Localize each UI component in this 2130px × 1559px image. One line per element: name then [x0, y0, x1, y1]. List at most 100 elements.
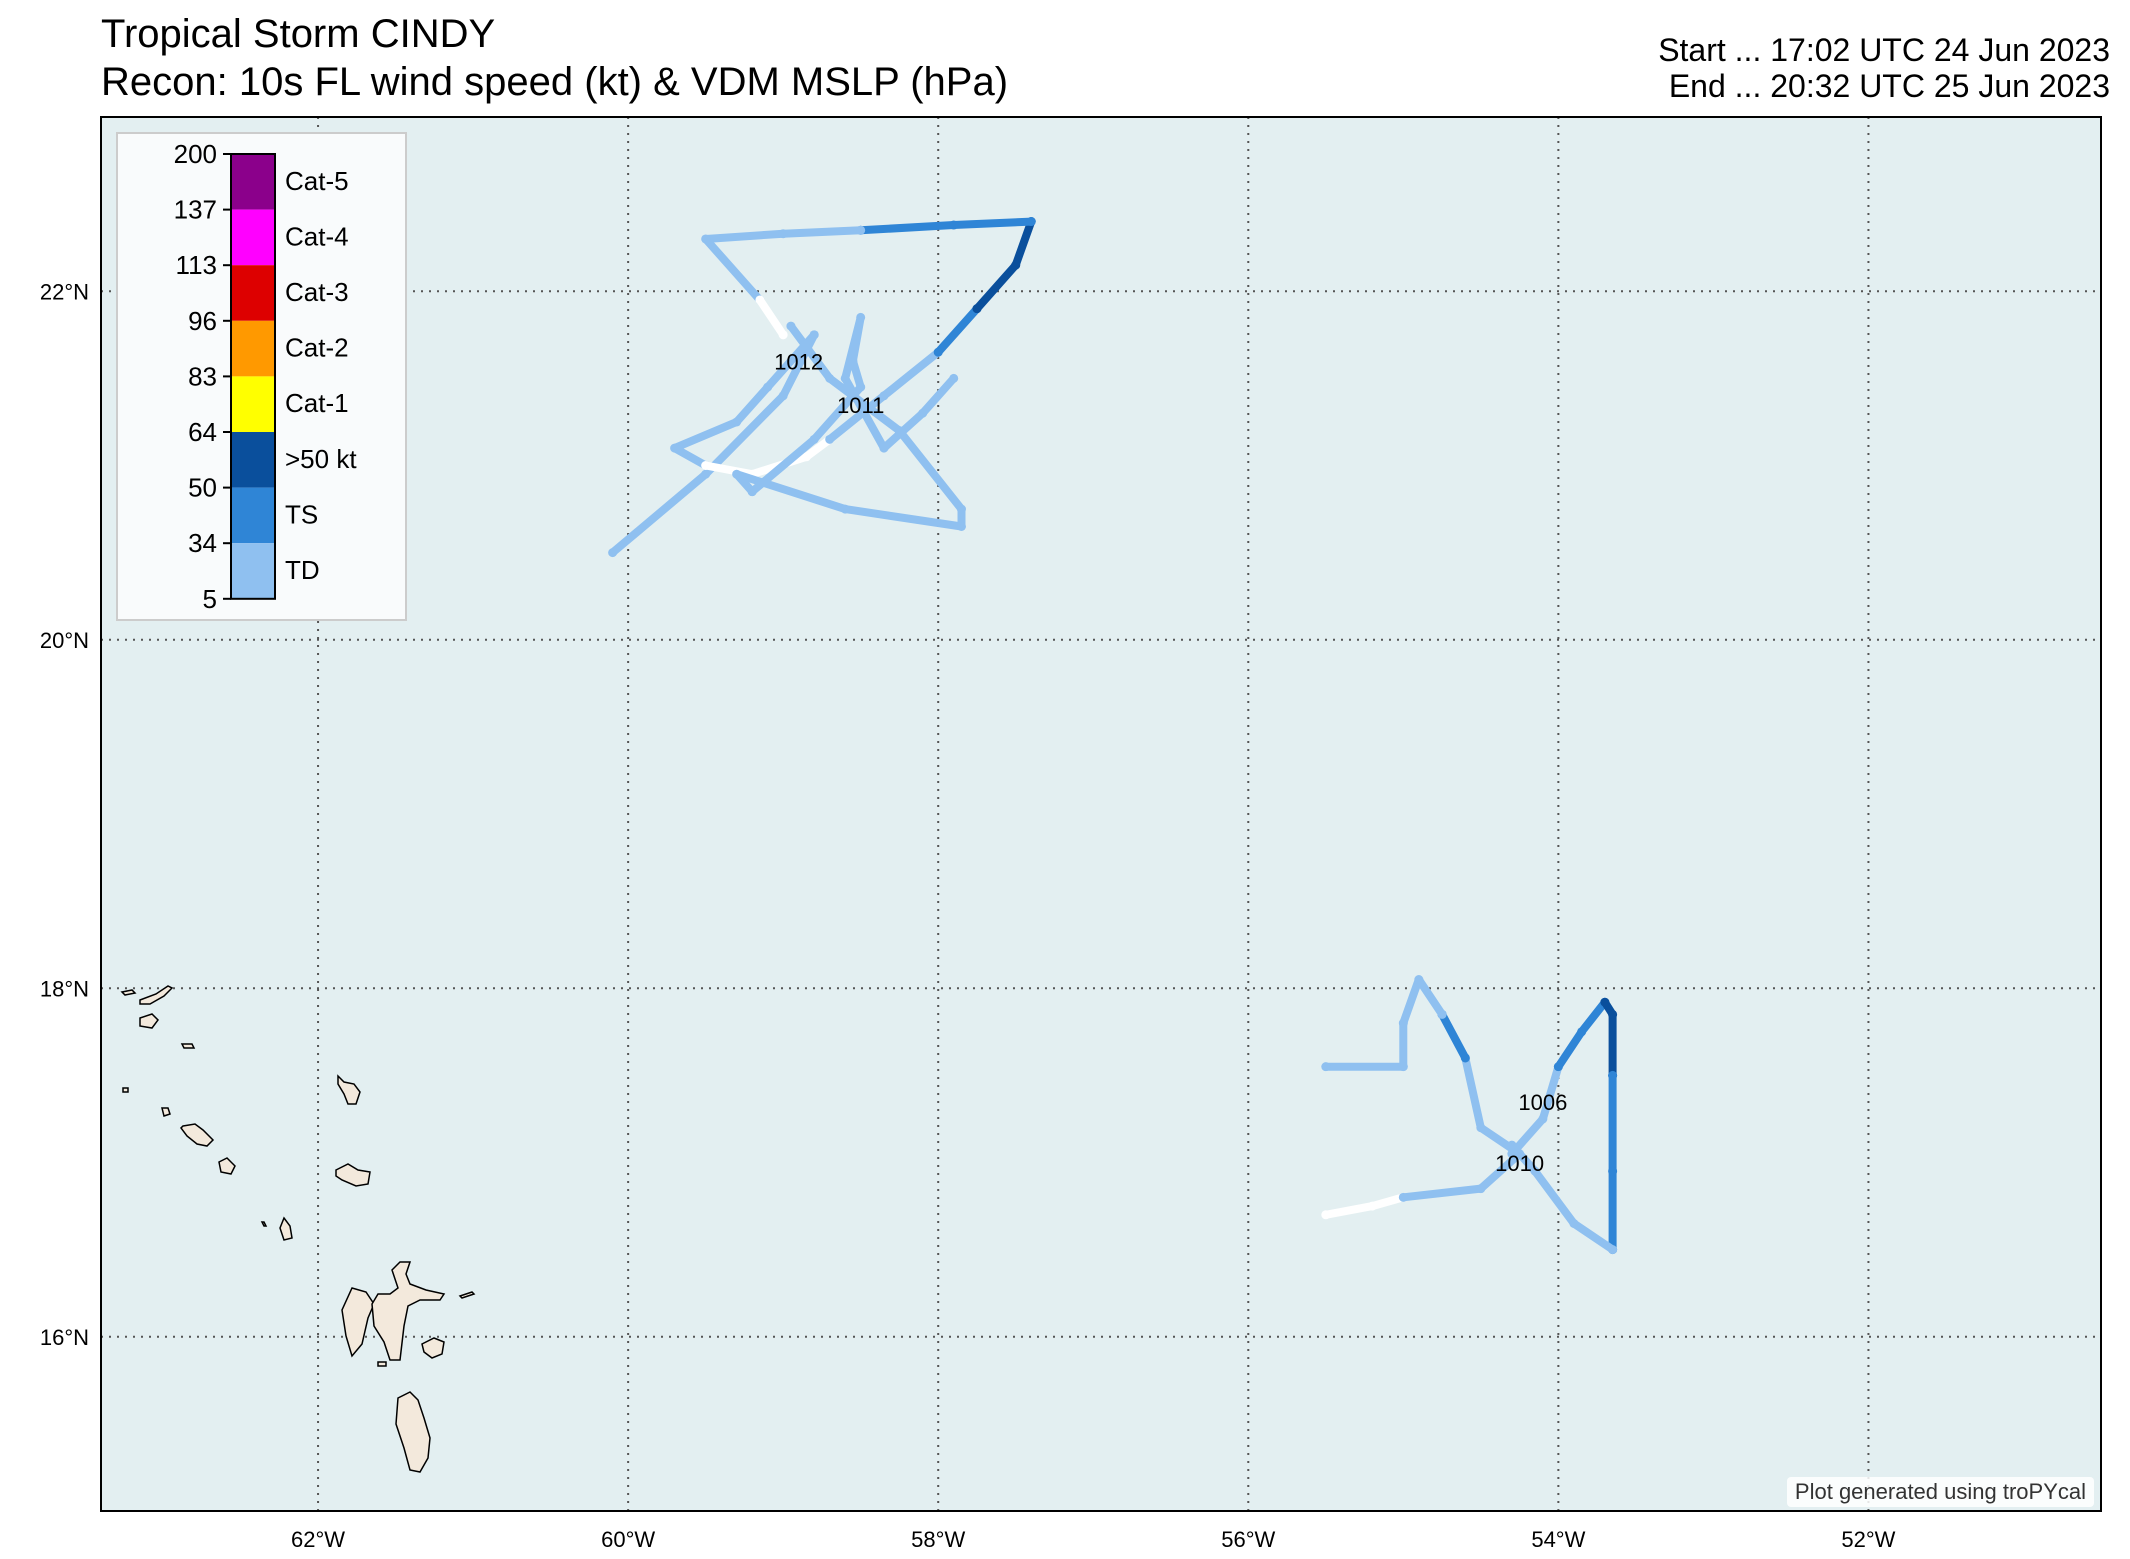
observation-point: [856, 382, 866, 392]
observation-point: [778, 391, 788, 401]
observation-point: [1321, 1210, 1331, 1220]
observation-point: [918, 408, 928, 418]
island-shape: [139, 985, 174, 1005]
legend-tick-label: 96: [188, 306, 217, 336]
legend-category-label: Cat-4: [285, 221, 349, 251]
observation-point: [1608, 1009, 1618, 1019]
observation-point: [732, 469, 742, 479]
longitude-label: 62°W: [291, 1527, 345, 1552]
observation-point: [1011, 260, 1021, 270]
legend-tick-label: 50: [188, 473, 217, 503]
observation-point: [809, 434, 819, 444]
legend-color-swatch: [231, 543, 275, 599]
observation-point: [1026, 217, 1036, 227]
legend-tick-label: 113: [176, 250, 217, 280]
observation-point: [1608, 1070, 1618, 1080]
island-shape: [180, 1043, 196, 1049]
observation-point: [1569, 1218, 1579, 1228]
island-shape: [337, 1074, 361, 1105]
observation-point: [701, 469, 711, 479]
axis-tick-labels: 62°W 60°W 58°W 56°W 54°W 52°W 22°N 20°N 18°N 16°N: [40, 279, 1896, 1552]
observation-point: [1321, 1062, 1331, 1072]
observation-point: [825, 373, 835, 383]
island-shape: [395, 1391, 431, 1473]
map-frame: [100, 116, 2102, 1512]
legend-color-swatch: [231, 487, 275, 544]
legend-tick-label: 34: [188, 528, 217, 558]
wind-speed-legend: Cat-5 Cat-4 Cat-3 Cat-2 Cat-1 >50 kt TS TD 200 13…: [116, 132, 407, 621]
observation-point: [1608, 1166, 1618, 1176]
latitude-label: 20°N: [40, 628, 89, 653]
mslp-value-label: 1011: [837, 393, 884, 418]
latitude-label: 18°N: [40, 976, 89, 1001]
observation-point: [1608, 1245, 1618, 1255]
legend-tick-label: 5: [203, 584, 217, 614]
island-shape: [122, 1087, 129, 1093]
legend-category-label: TS: [285, 499, 318, 529]
latitude-label: 22°N: [40, 279, 89, 304]
observation-point: [1577, 1027, 1587, 1037]
observation-point: [856, 312, 866, 322]
observation-point: [1476, 1184, 1486, 1194]
observation-point: [747, 487, 757, 497]
flight-track-segment: [732, 322, 966, 531]
legend-category-label: Cat-5: [285, 166, 349, 196]
flight-track-segment: [608, 330, 819, 557]
legend-color-swatch: [231, 265, 275, 321]
observation-point: [949, 373, 959, 383]
island-shape: [120, 989, 137, 996]
flight-track-segment: [1507, 1141, 1617, 1254]
legend-tick-label: 200: [174, 139, 217, 169]
legend-category-label: Cat-3: [285, 277, 349, 307]
observation-point: [879, 443, 889, 453]
observation-point: [972, 304, 982, 314]
flight-track-segment: [701, 226, 865, 304]
longitude-label: 54°W: [1531, 1527, 1585, 1552]
observation-point: [949, 220, 959, 230]
observation-point: [1460, 1053, 1470, 1063]
legend-tick-label: 83: [188, 361, 217, 391]
legend-color-swatch: [231, 320, 275, 377]
observation-point: [856, 225, 866, 235]
longitude-label: 56°W: [1221, 1527, 1275, 1552]
observation-point: [1398, 1062, 1408, 1072]
observation-point: [670, 443, 680, 453]
island-shape: [260, 1221, 268, 1227]
flight-track-segment: [934, 304, 981, 357]
observation-point: [1538, 1114, 1548, 1124]
island-shape: [335, 1163, 371, 1187]
observation-point: [879, 391, 889, 401]
time-range: Start ... 17:02 UTC 24 Jun 2023 End ... …: [1658, 32, 2110, 104]
observation-point: [1507, 1140, 1517, 1150]
observation-point: [1553, 1062, 1563, 1072]
legend-category-label: >50 kt: [285, 444, 357, 474]
latitude-label: 16°N: [40, 1325, 89, 1350]
observation-point: [801, 452, 811, 462]
observation-point: [825, 434, 835, 444]
map-title: Tropical Storm CINDY Recon: 10s FL wind …: [101, 10, 1008, 106]
observation-point: [933, 347, 943, 357]
legend-color-swatch: [231, 154, 275, 210]
legend-color-swatch: [231, 209, 275, 266]
longitude-label: 58°W: [911, 1527, 965, 1552]
mslp-value-label: 1012: [774, 350, 823, 375]
observation-point: [1476, 1123, 1486, 1133]
observation-point: [701, 234, 711, 244]
observation-point: [786, 321, 796, 331]
island-shape: [421, 1337, 445, 1359]
observation-point: [809, 330, 819, 340]
lesser-antilles-islands: [120, 985, 476, 1473]
island-shape: [341, 1287, 375, 1358]
island-shape: [180, 1123, 215, 1147]
longitude-label: 60°W: [601, 1527, 655, 1552]
island-shape: [279, 1216, 293, 1241]
island-shape: [371, 1261, 446, 1361]
longitude-label: 52°W: [1841, 1527, 1895, 1552]
observation-point: [1367, 1201, 1377, 1211]
ocean-background: [101, 117, 2101, 1511]
island-shape: [458, 1291, 476, 1299]
vdm-mslp-labels: 1012 1011 1006 1010: [774, 350, 1567, 1177]
legend-category-label: Cat-1: [285, 388, 349, 418]
observation-point: [1530, 1166, 1540, 1176]
